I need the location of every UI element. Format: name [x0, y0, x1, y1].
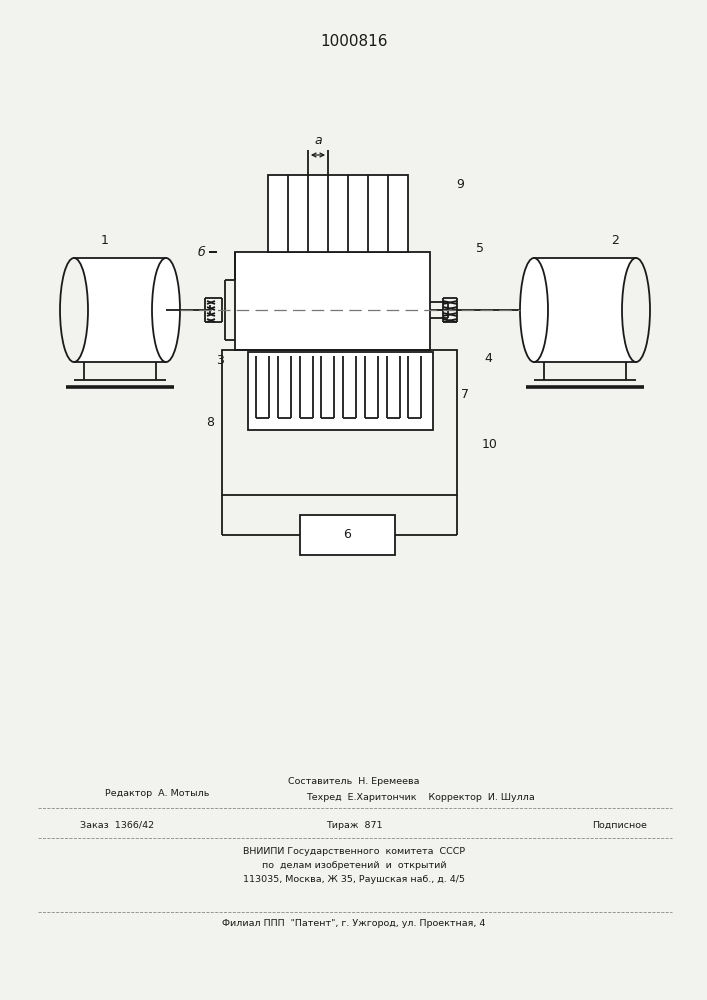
Text: Составитель  Н. Еремеева: Составитель Н. Еремеева [288, 778, 420, 786]
Text: 2: 2 [611, 233, 619, 246]
Text: 10: 10 [482, 438, 498, 452]
Text: 7: 7 [461, 388, 469, 401]
Text: 1000816: 1000816 [320, 34, 387, 49]
Text: 3: 3 [216, 354, 224, 366]
Text: Техред  Е.Харитончик    Корректор  И. Шулла: Техред Е.Харитончик Корректор И. Шулла [305, 792, 534, 802]
Text: Редактор  А. Мотыль: Редактор А. Мотыль [105, 788, 209, 798]
Bar [268, 175, 408, 252]
Bar [222, 350, 457, 495]
Ellipse shape [60, 258, 88, 362]
Text: 4: 4 [484, 352, 492, 364]
Text: ВНИИПИ Государственного  комитета  СССР: ВНИИПИ Государственного комитета СССР [243, 846, 465, 856]
Bar [248, 352, 433, 430]
Text: Заказ  1366/42: Заказ 1366/42 [80, 820, 154, 830]
Bar [235, 252, 430, 350]
Text: Подписное: Подписное [592, 820, 648, 830]
Text: 6: 6 [343, 528, 351, 542]
Text: 113035, Москва, Ж 35, Раушская наб., д. 4/5: 113035, Москва, Ж 35, Раушская наб., д. … [243, 874, 465, 884]
Text: Тираж  871: Тираж 871 [326, 820, 382, 830]
Bar [300, 515, 395, 555]
Bar [534, 258, 636, 362]
Ellipse shape [520, 258, 548, 362]
Text: 8: 8 [206, 416, 214, 428]
Ellipse shape [152, 258, 180, 362]
Text: 1: 1 [101, 233, 109, 246]
Text: 5: 5 [476, 241, 484, 254]
Text: a: a [314, 134, 322, 147]
Bar [74, 258, 166, 362]
Text: 9: 9 [456, 178, 464, 192]
Text: Филиал ППП  "Патент", г. Ужгород, ул. Проектная, 4: Филиал ППП "Патент", г. Ужгород, ул. Про… [222, 920, 486, 928]
Ellipse shape [622, 258, 650, 362]
Text: б: б [197, 245, 205, 258]
Text: по  делам изобретений  и  открытий: по делам изобретений и открытий [262, 860, 446, 869]
